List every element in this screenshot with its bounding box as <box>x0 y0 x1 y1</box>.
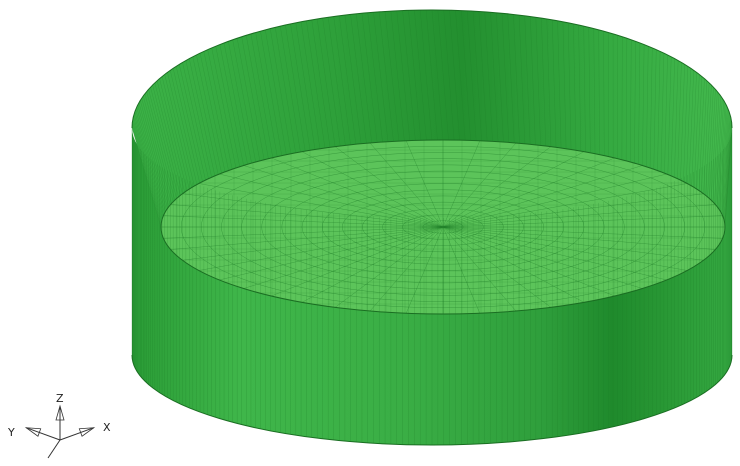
z-axis-arrow <box>55 404 65 421</box>
tank-inner-wall <box>132 10 732 227</box>
floor-outline <box>160 139 726 315</box>
x-axis-label: X <box>103 421 111 434</box>
floor-mesh <box>161 140 725 314</box>
tank-bottom-edge <box>131 354 733 446</box>
origin-tick <box>47 439 61 459</box>
wall-mesh <box>131 9 733 445</box>
tank-model[interactable] <box>131 9 733 446</box>
coordinate-triad: Z X Y <box>7 392 111 459</box>
y-axis-arrow <box>24 427 42 437</box>
x-axis-line <box>59 427 94 441</box>
x-axis-arrow <box>78 427 96 437</box>
tank-rim-back <box>131 9 733 129</box>
z-axis-label: Z <box>56 392 64 405</box>
y-axis-line <box>26 427 61 441</box>
y-axis-label: Y <box>7 426 15 439</box>
